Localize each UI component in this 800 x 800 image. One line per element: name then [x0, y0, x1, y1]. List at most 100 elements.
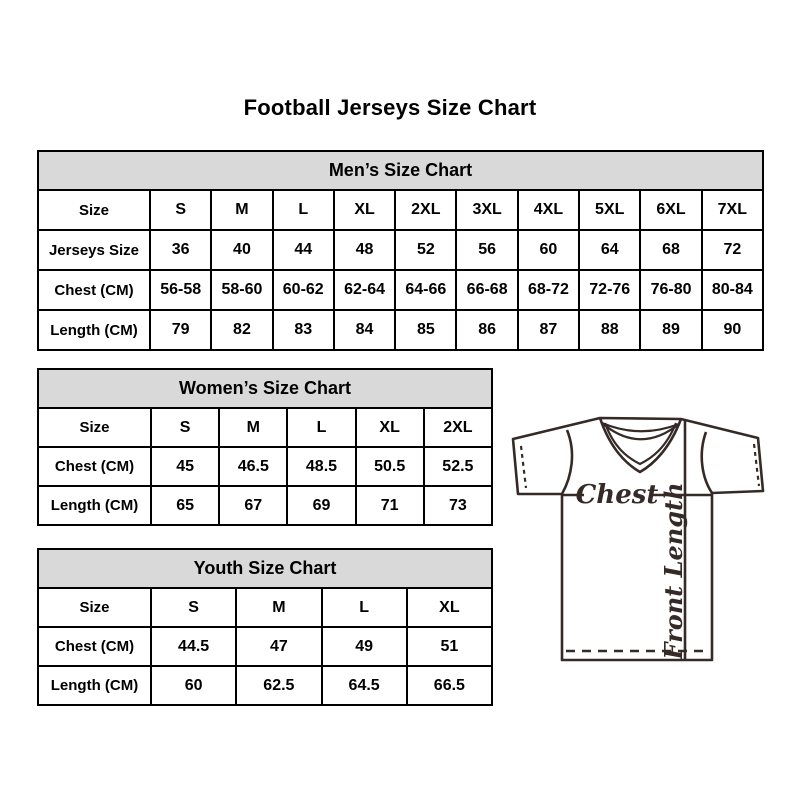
table-cell: 58-60 — [210, 269, 274, 311]
table-cell: 4XL — [516, 189, 581, 231]
left-cuff-dashed-line — [519, 445, 528, 489]
chest-measure-label: Chest — [576, 480, 659, 510]
table-cell: 7XL — [700, 189, 765, 231]
row-label: Size — [37, 407, 152, 448]
table-cell: 67 — [218, 485, 289, 526]
row-label: Chest (CM) — [37, 446, 152, 487]
table-cell: 82 — [210, 309, 274, 351]
table-row: Length (CM) 65 67 69 71 73 — [37, 485, 494, 526]
table-cell: 72 — [700, 229, 765, 271]
row-label: Jerseys Size — [37, 229, 151, 271]
table-row: Chest (CM) 56-58 58-60 60-62 62-64 64-66 66-68… — [37, 269, 765, 311]
table-row: Size S M L XL 2XL 3XL 4XL 5XL 6XL 7XL — [37, 189, 765, 231]
right-armhole-seam — [700, 431, 714, 494]
jersey-outline — [511, 416, 765, 662]
table-cell: 86 — [455, 309, 519, 351]
table-title: Men’s Size Chart — [37, 150, 764, 191]
table-cell: XL — [354, 407, 425, 448]
table-cell: 76-80 — [639, 269, 703, 311]
table-cell: 3XL — [455, 189, 519, 231]
table-cell: 84 — [332, 309, 397, 351]
table-cell: 48 — [332, 229, 397, 271]
table-row: Chest (CM) 45 46.5 48.5 50.5 52.5 — [37, 446, 494, 487]
row-label: Length (CM) — [37, 485, 152, 526]
table-title: Youth Size Chart — [37, 548, 493, 589]
table-title: Women’s Size Chart — [37, 368, 493, 409]
table-cell: 90 — [700, 309, 765, 351]
table-cell: XL — [332, 189, 397, 231]
table-row: Chest (CM) 44.5 47 49 51 — [37, 626, 494, 667]
row-label: Chest (CM) — [37, 269, 151, 311]
row-label: Size — [37, 587, 152, 628]
table-cell: M — [218, 407, 289, 448]
table-cell: 2XL — [394, 189, 458, 231]
table-header-row: Women’s Size Chart — [37, 368, 493, 409]
table-cell: 44.5 — [149, 626, 238, 667]
table-cell: 36 — [148, 229, 213, 271]
table-cell: 47 — [235, 626, 323, 667]
table-row: Size S M L XL 2XL — [37, 407, 494, 448]
jersey-diagram-svg: Chest Front Length — [511, 416, 765, 662]
jersey-measurement-diagram: Chest Front Length — [500, 406, 780, 676]
youth-size-table: Youth Size Chart Size S M L XL Chest (CM) 44.5 4… — [37, 548, 494, 706]
table-cell: 69 — [286, 485, 357, 526]
table-cell: 46.5 — [218, 446, 289, 487]
table-cell: 88 — [578, 309, 642, 351]
table-row: Length (CM) 60 62.5 64.5 66.5 — [37, 665, 494, 706]
vneck-inner-line — [603, 422, 678, 466]
row-label: Length (CM) — [37, 665, 152, 706]
table-cell: 51 — [405, 626, 494, 667]
table-cell: XL — [405, 587, 494, 628]
table-cell: 64.5 — [320, 665, 408, 706]
table-cell: 50.5 — [354, 446, 425, 487]
table-row: Size S M L XL — [37, 587, 494, 628]
table-cell: 71 — [354, 485, 425, 526]
table-cell: 6XL — [639, 189, 703, 231]
table-header-row: Youth Size Chart — [37, 548, 493, 589]
left-armhole-seam — [560, 429, 574, 495]
table-cell: 5XL — [578, 189, 642, 231]
table-cell: 85 — [394, 309, 458, 351]
table-cell: 60 — [516, 229, 581, 271]
table-cell: 45 — [149, 446, 221, 487]
table-cell: 64 — [578, 229, 642, 271]
womens-size-table: Women’s Size Chart Size S M L XL 2XL Chest (CM)… — [37, 368, 494, 526]
table-cell: 62.5 — [235, 665, 323, 706]
table-cell: L — [271, 189, 335, 231]
table-cell: S — [149, 407, 221, 448]
table-cell: 56 — [455, 229, 519, 271]
table-cell: 68 — [639, 229, 703, 271]
vneck-outer-line — [598, 417, 683, 474]
table-cell: 48.5 — [286, 446, 357, 487]
table-cell: M — [210, 189, 274, 231]
table-cell: 80-84 — [700, 269, 765, 311]
table-cell: 73 — [422, 485, 494, 526]
table-cell: 52.5 — [422, 446, 494, 487]
table-cell: 72-76 — [578, 269, 642, 311]
table-cell: 66.5 — [405, 665, 494, 706]
table-cell: 60 — [149, 665, 238, 706]
page-title: Football Jerseys Size Chart — [243, 95, 537, 120]
table-cell: 49 — [320, 626, 408, 667]
table-cell: 65 — [149, 485, 221, 526]
table-cell: 60-62 — [271, 269, 335, 311]
table-cell: L — [286, 407, 357, 448]
table-cell: 62-64 — [332, 269, 397, 311]
table-row: Length (CM) 79 82 83 84 85 86 87 88 89 90 — [37, 309, 765, 351]
table-cell: 89 — [639, 309, 703, 351]
row-label: Length (CM) — [37, 309, 151, 351]
table-cell: 68-72 — [516, 269, 581, 311]
table-cell: 83 — [271, 309, 335, 351]
table-cell: 40 — [210, 229, 274, 271]
row-label: Chest (CM) — [37, 626, 152, 667]
collar-arc-inner — [601, 421, 680, 433]
collar-arc-outer — [601, 422, 680, 441]
table-cell: 64-66 — [394, 269, 458, 311]
table-row: Jerseys Size 36 40 44 48 52 56 60 64 68 72 — [37, 229, 765, 271]
table-header-row: Men’s Size Chart — [37, 150, 764, 191]
table-cell: M — [235, 587, 323, 628]
table-cell: 87 — [516, 309, 581, 351]
right-cuff-dashed-line — [752, 443, 761, 487]
table-cell: 56-58 — [148, 269, 213, 311]
